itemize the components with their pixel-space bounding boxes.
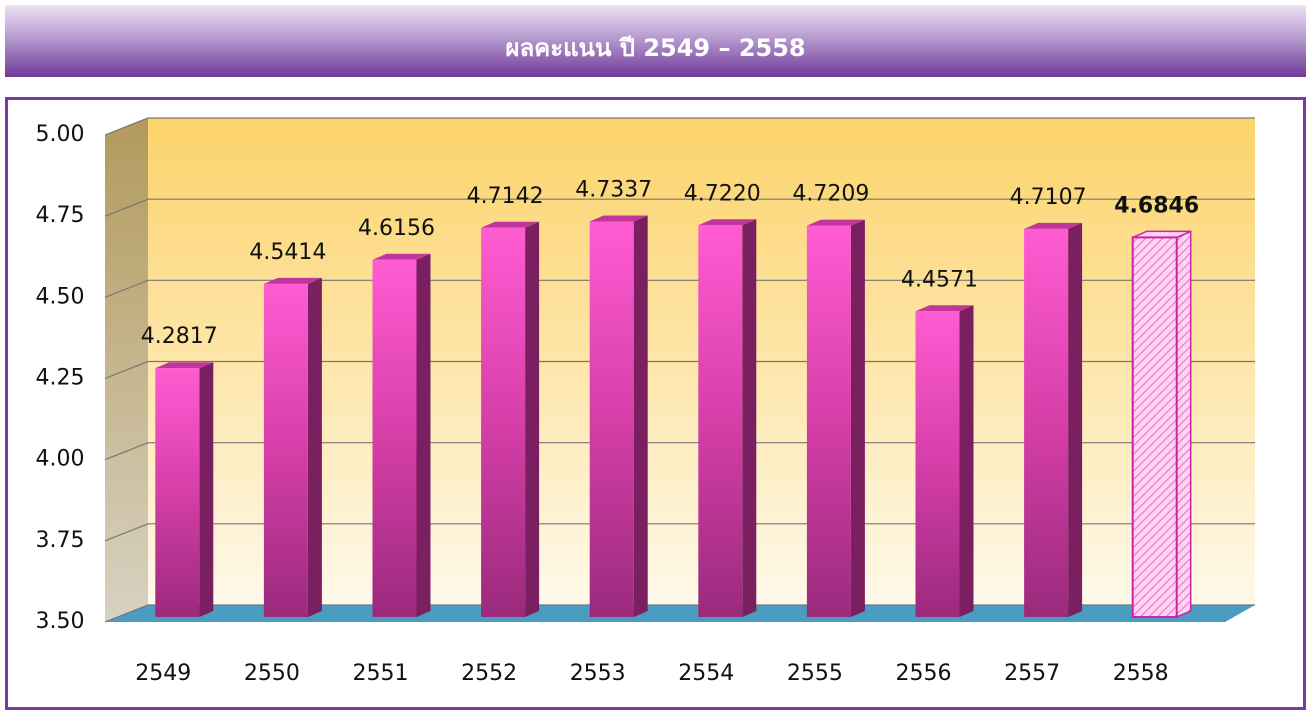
x-tick-label: 2555 <box>787 661 843 686</box>
x-tick-label: 2551 <box>353 661 409 686</box>
bar <box>1024 222 1083 617</box>
value-label: 4.5414 <box>249 240 326 265</box>
y-tick-label: 3.75 <box>36 528 85 553</box>
bar-top <box>698 219 757 226</box>
bar-front <box>1131 236 1178 618</box>
bar <box>806 219 865 617</box>
bar-front <box>1024 228 1069 617</box>
bar-side <box>416 253 431 617</box>
bar-top <box>806 219 865 226</box>
x-tick-label: 2558 <box>1113 661 1169 686</box>
bar <box>155 362 214 617</box>
bar-side <box>199 362 214 617</box>
frame <box>5 97 1306 710</box>
bar-front <box>698 225 743 618</box>
bar-side <box>633 215 648 617</box>
y-tick-label: 3.50 <box>36 609 85 634</box>
bar-top <box>372 253 431 260</box>
grid-line <box>104 117 1255 136</box>
bar <box>263 277 322 617</box>
bar-top <box>481 221 540 228</box>
bar-front <box>589 221 634 617</box>
bar-front <box>372 259 417 617</box>
grid-line <box>104 279 1255 298</box>
x-tick-label: 2556 <box>896 661 952 686</box>
x-tick-label: 2553 <box>570 661 626 686</box>
bar-front <box>481 227 526 617</box>
bar-front <box>155 368 200 617</box>
bar-top <box>915 305 974 312</box>
bar-top <box>155 362 214 369</box>
bar <box>915 305 974 617</box>
bar <box>698 219 757 618</box>
bar <box>372 253 431 617</box>
bar-side <box>742 219 757 618</box>
bar-side <box>959 305 974 617</box>
bar <box>1131 230 1192 619</box>
bar-side <box>307 277 322 617</box>
bar-side <box>525 221 540 617</box>
value-label: 4.2817 <box>141 324 218 349</box>
value-label: 4.7107 <box>1010 185 1087 210</box>
grid-line <box>104 360 1255 380</box>
bar-top <box>589 215 648 222</box>
bar-front <box>806 225 851 617</box>
value-label: 4.7142 <box>467 184 544 209</box>
x-tick-label: 2552 <box>461 661 517 686</box>
bar-top <box>263 277 322 284</box>
value-label: 4.7220 <box>684 181 761 206</box>
x-tick-label: 2554 <box>678 661 734 686</box>
bar-side <box>850 219 865 617</box>
bar-front <box>263 283 308 617</box>
bar-top <box>1024 222 1083 229</box>
grid-line <box>104 442 1255 461</box>
x-tick-label: 2549 <box>135 661 191 686</box>
x-tick-label: 2550 <box>244 661 300 686</box>
value-label: 4.4571 <box>901 267 978 292</box>
bar <box>481 221 540 617</box>
y-tick-label: 4.75 <box>36 203 85 228</box>
grid-line <box>104 604 1255 623</box>
grid-line <box>104 523 1255 542</box>
y-tick-label: 4.50 <box>36 284 85 309</box>
value-label: 4.6156 <box>358 216 435 241</box>
bar <box>589 215 648 617</box>
value-label: 4.7209 <box>792 182 869 207</box>
bar-side <box>1068 222 1083 617</box>
bar-front <box>915 311 960 617</box>
grid-line <box>104 198 1255 217</box>
value-label: 4.6846 <box>1114 193 1199 218</box>
x-tick-label: 2557 <box>1004 661 1060 686</box>
bar-side <box>1175 230 1192 619</box>
y-tick-label: 4.00 <box>36 447 85 472</box>
value-label: 4.7337 <box>575 177 652 202</box>
y-tick-label: 5.00 <box>36 122 85 147</box>
y-tick-label: 4.25 <box>36 366 85 391</box>
chart-title: ผลคะแนน ปี 2549 – 2558 <box>5 5 1306 77</box>
